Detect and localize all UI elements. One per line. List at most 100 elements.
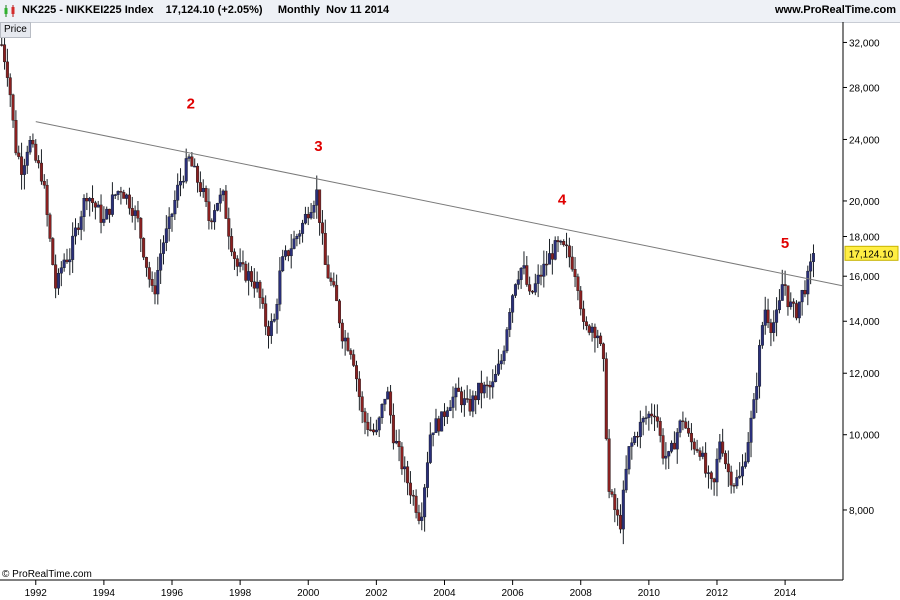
candle-body	[25, 151, 29, 166]
candle-body	[599, 335, 603, 345]
candle-body	[809, 261, 813, 272]
candle-body	[474, 395, 478, 401]
candle-body	[755, 386, 759, 400]
last-price-label: 17,124.10	[849, 249, 894, 260]
candle-body	[664, 455, 668, 459]
candle-body	[179, 181, 183, 186]
candle-body	[65, 259, 69, 263]
candle-body	[701, 452, 705, 457]
candle-body	[136, 210, 140, 219]
candle-body	[369, 429, 373, 431]
x-tick-label: 2008	[570, 588, 593, 599]
candle-body	[806, 270, 810, 295]
candle-body	[496, 363, 500, 375]
candle-body	[329, 277, 333, 282]
candle-body	[601, 343, 605, 359]
last-price-marker: 17,124.10	[844, 245, 899, 261]
candle-body	[196, 165, 200, 183]
candle-body	[698, 450, 702, 457]
wave-label-5: 5	[781, 235, 789, 252]
candle-body	[292, 238, 296, 249]
candle-body	[573, 269, 577, 277]
candle-body	[150, 279, 154, 286]
candle-body	[457, 387, 461, 392]
x-tick-label: 2010	[638, 588, 661, 599]
candle-body	[726, 463, 730, 473]
candle-body	[636, 435, 640, 438]
candle-body	[471, 395, 475, 412]
candle-body	[741, 466, 745, 477]
candle-body	[641, 418, 645, 423]
price-panel-tab[interactable]: Price	[0, 22, 31, 38]
candle-body	[460, 391, 464, 406]
candle-body	[159, 253, 163, 271]
candle-body	[93, 202, 97, 208]
x-tick-label: 2004	[433, 588, 456, 599]
candle-body	[79, 216, 83, 230]
wave-label-2: 2	[187, 96, 195, 113]
candle-body	[420, 516, 424, 521]
candle-body	[386, 391, 390, 400]
candle-body	[190, 156, 194, 167]
candle-body	[204, 188, 208, 202]
candle-body	[502, 350, 506, 361]
candle-body	[346, 337, 350, 351]
candle-body	[130, 208, 134, 216]
candle-body	[105, 208, 109, 220]
candle-body	[650, 413, 654, 417]
candle-body	[318, 189, 322, 223]
candle-body	[389, 391, 393, 416]
candle-body	[675, 432, 679, 450]
candle-body	[658, 421, 662, 436]
candle-body	[511, 295, 515, 313]
candle-body	[593, 326, 597, 339]
candle-body	[462, 398, 466, 406]
candle-body	[618, 514, 622, 530]
candle-body	[565, 244, 569, 247]
candle-body	[76, 227, 80, 230]
candle-body	[8, 77, 12, 96]
candle-body	[519, 268, 523, 280]
candle-body	[295, 236, 299, 240]
candle-body	[286, 250, 290, 257]
candle-body	[775, 309, 779, 323]
candle-body	[712, 478, 716, 483]
candle-body	[721, 441, 725, 454]
candle-body	[343, 337, 347, 342]
candle-body	[59, 267, 63, 274]
candle-body	[434, 418, 438, 434]
candle-body	[769, 322, 773, 333]
candle-body	[695, 448, 699, 451]
trendline	[35, 121, 844, 287]
brand-link[interactable]: www.ProRealTime.com	[774, 4, 896, 16]
candle-body	[607, 438, 611, 492]
candle-body	[403, 466, 407, 470]
candle-body	[732, 485, 736, 487]
candle-body	[411, 494, 415, 497]
candle-body	[284, 250, 288, 257]
candle-body	[227, 218, 231, 237]
candle-body	[116, 191, 120, 195]
candle-body	[729, 471, 733, 486]
candle-body	[735, 477, 739, 487]
candle-body	[752, 399, 756, 419]
candle-body	[309, 212, 313, 219]
candle-body	[684, 421, 688, 429]
candle-body	[335, 284, 339, 302]
candle-body	[110, 194, 114, 215]
candle-body	[587, 325, 591, 333]
y-tick-label: 24,000	[849, 135, 880, 146]
candle-body	[5, 61, 9, 78]
candle-body	[533, 283, 537, 293]
candle-body	[777, 300, 781, 311]
candle-body	[133, 210, 137, 216]
candle-body	[352, 354, 356, 366]
candle-body	[644, 417, 648, 419]
candle-body	[579, 290, 583, 310]
candle-body	[176, 184, 180, 201]
candle-body	[678, 420, 682, 433]
x-tick-label: 1996	[161, 588, 184, 599]
candle-body	[232, 251, 236, 259]
candle-body	[164, 228, 168, 243]
candle-body	[525, 265, 529, 285]
